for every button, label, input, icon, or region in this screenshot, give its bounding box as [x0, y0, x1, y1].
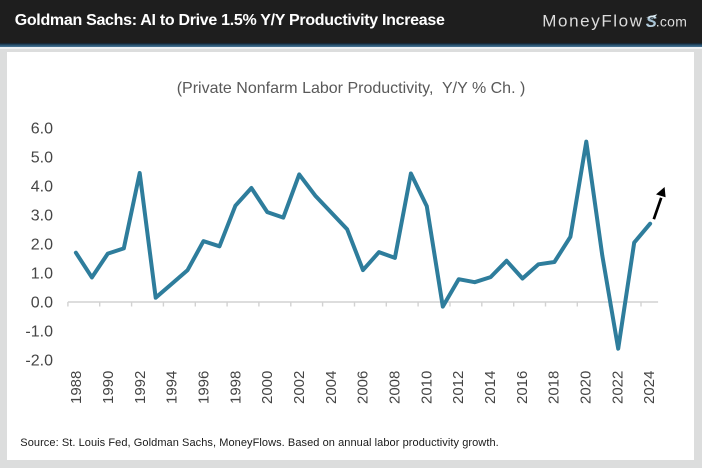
svg-text:2008: 2008	[387, 371, 404, 404]
svg-text:5.0: 5.0	[31, 150, 53, 167]
svg-text:1998: 1998	[227, 371, 244, 404]
svg-text:0.0: 0.0	[31, 295, 53, 312]
svg-text:2024: 2024	[641, 371, 658, 404]
svg-text:.com: .com	[656, 13, 687, 29]
svg-text:2004: 2004	[323, 371, 340, 404]
svg-text:2012: 2012	[450, 371, 467, 404]
svg-text:1.0: 1.0	[31, 266, 53, 283]
svg-text:MoneyFlow: MoneyFlow	[542, 12, 643, 31]
svg-text:2006: 2006	[355, 371, 372, 404]
svg-text:-1.0: -1.0	[25, 324, 53, 341]
svg-text:S: S	[646, 13, 657, 31]
svg-text:1994: 1994	[164, 371, 181, 404]
svg-text:2022: 2022	[609, 371, 626, 404]
svg-text:2018: 2018	[546, 371, 563, 404]
svg-text:2016: 2016	[514, 371, 531, 404]
svg-text:2.0: 2.0	[31, 237, 53, 254]
svg-text:1996: 1996	[196, 371, 213, 404]
svg-text:2010: 2010	[418, 371, 435, 404]
svg-text:6.0: 6.0	[31, 121, 53, 138]
svg-text:3.0: 3.0	[31, 208, 53, 225]
svg-text:1988: 1988	[68, 371, 85, 404]
svg-text:2020: 2020	[578, 371, 595, 404]
svg-text:4.0: 4.0	[31, 179, 53, 196]
svg-text:-2.0: -2.0	[25, 353, 53, 370]
svg-text:1990: 1990	[100, 371, 117, 404]
svg-text:1992: 1992	[132, 371, 149, 404]
svg-text:2014: 2014	[482, 371, 499, 404]
svg-text:2002: 2002	[291, 371, 308, 404]
svg-text:2000: 2000	[259, 371, 276, 404]
